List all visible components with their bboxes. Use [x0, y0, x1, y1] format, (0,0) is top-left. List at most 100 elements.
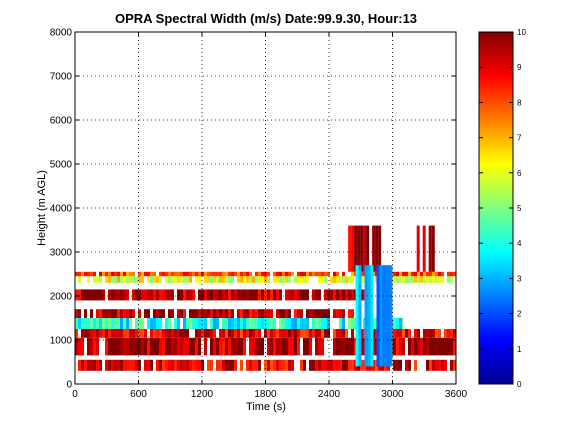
data-cell — [297, 338, 300, 356]
data-cell — [159, 318, 162, 329]
data-cell — [213, 309, 216, 318]
data-cell — [255, 329, 258, 338]
data-cell — [144, 289, 147, 300]
data-cell — [423, 226, 426, 272]
data-cell — [87, 360, 90, 371]
data-cell — [336, 329, 339, 338]
data-cell — [249, 329, 252, 338]
y-tick-label: 7000 — [50, 72, 73, 83]
data-cell — [285, 272, 288, 276]
data-cell — [105, 360, 108, 371]
data-cell — [129, 276, 132, 283]
data-cell — [141, 289, 144, 300]
data-cell — [393, 329, 396, 338]
data-cell — [318, 272, 321, 276]
data-cell — [171, 272, 174, 276]
data-cell — [84, 272, 87, 276]
data-cell — [348, 360, 351, 371]
data-cell — [351, 360, 354, 371]
data-cell — [189, 276, 192, 283]
data-cell — [303, 338, 306, 356]
data-cell — [165, 318, 168, 329]
data-cell — [114, 329, 117, 338]
data-cell — [132, 276, 135, 283]
data-cell — [213, 276, 216, 283]
data-cell — [252, 318, 255, 329]
data-cell — [315, 289, 318, 300]
data-cell — [222, 360, 225, 371]
data-cell — [213, 338, 216, 356]
data-cell — [141, 276, 144, 283]
data-cell — [84, 360, 87, 371]
data-cell — [123, 309, 126, 318]
data-cell — [408, 329, 411, 338]
data-cell — [237, 276, 240, 283]
data-cell — [345, 329, 348, 338]
data-cell — [246, 309, 249, 318]
data-cell — [216, 276, 219, 283]
data-cell — [270, 338, 273, 356]
data-cell — [267, 289, 270, 300]
colorbar-tick-label: 3 — [517, 274, 522, 283]
data-cell — [108, 309, 111, 318]
data-cell — [246, 272, 249, 276]
data-cell — [261, 276, 264, 283]
data-cell — [174, 272, 177, 276]
data-cell — [276, 289, 279, 300]
data-cell — [348, 289, 351, 300]
data-cell — [450, 360, 453, 371]
data-cell — [312, 272, 315, 276]
data-cell — [171, 309, 174, 318]
data-cell — [114, 272, 117, 276]
data-cell — [144, 329, 147, 338]
data-cell — [138, 276, 141, 283]
data-cell — [240, 329, 243, 338]
data-cell — [162, 309, 165, 318]
data-cell — [324, 309, 327, 318]
data-cell — [123, 329, 126, 338]
data-cell — [183, 289, 186, 300]
data-cell — [276, 272, 279, 276]
data-cell — [171, 338, 174, 356]
data-cell — [90, 360, 93, 371]
data-cell — [396, 318, 399, 329]
data-cell — [309, 329, 312, 338]
data-cell — [207, 289, 210, 300]
data-cell — [297, 309, 300, 318]
data-cell — [216, 318, 219, 329]
data-cell — [396, 276, 399, 283]
data-cell — [339, 329, 342, 338]
data-cell — [309, 338, 312, 356]
y-tick-label: 8000 — [50, 28, 73, 39]
x-tick-label: 1800 — [254, 389, 277, 400]
data-cell — [429, 276, 432, 283]
data-cell — [195, 272, 198, 276]
data-cell — [102, 289, 105, 300]
data-cell — [243, 309, 246, 318]
data-cell — [336, 309, 339, 318]
data-cell — [450, 276, 453, 283]
data-cell — [216, 309, 219, 318]
data-cell — [225, 276, 228, 283]
data-cell — [162, 338, 165, 356]
data-cell — [246, 289, 249, 300]
data-cell — [306, 289, 309, 300]
data-cell — [330, 289, 333, 300]
x-tick-label: 0 — [72, 389, 78, 400]
data-cell — [318, 289, 321, 300]
data-cell — [345, 360, 348, 371]
data-cell — [195, 276, 198, 283]
data-cell — [150, 318, 153, 329]
data-cell — [288, 272, 291, 276]
data-cell — [246, 360, 249, 371]
data-cell — [198, 360, 201, 371]
data-cell — [201, 272, 204, 276]
data-cell — [408, 272, 411, 276]
data-cell — [81, 289, 84, 300]
data-cell — [81, 318, 84, 329]
data-cell — [399, 276, 402, 283]
data-cell — [195, 309, 198, 318]
data-cell — [432, 338, 435, 356]
data-cell — [321, 338, 324, 356]
colorbar-tick-label: 1 — [517, 345, 522, 354]
